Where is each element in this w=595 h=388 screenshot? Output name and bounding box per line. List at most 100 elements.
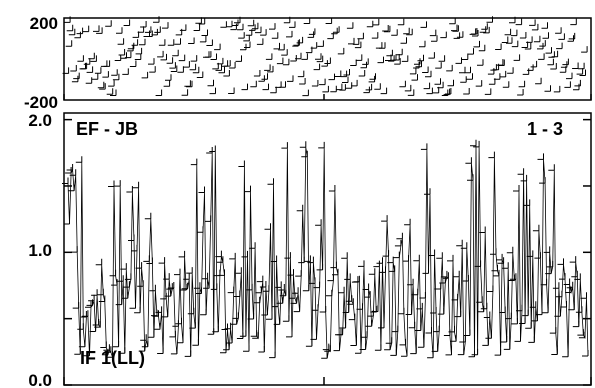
phase-point [411, 74, 418, 81]
phase-point [143, 30, 150, 37]
phase-point [409, 67, 417, 75]
amplitude-panel-frame [63, 112, 592, 386]
phase-point [310, 42, 318, 49]
amplitude-point [394, 239, 402, 247]
amplitude-point [450, 335, 457, 342]
phase-point [386, 49, 393, 57]
amplitude-point [266, 313, 273, 320]
amplitude-point [347, 298, 354, 305]
phase-point [135, 47, 143, 55]
amplitude-point [543, 246, 551, 253]
amplitude-point [167, 282, 175, 289]
phase-point [397, 18, 405, 26]
amplitude-point [568, 303, 575, 311]
amplitude-point [345, 295, 353, 302]
amplitude-point [247, 313, 255, 320]
phase-point [354, 41, 362, 49]
amplitude-point [365, 320, 373, 327]
amplitude-point [577, 329, 584, 336]
channel-label: 1 - 3 [527, 119, 563, 139]
phase-point [352, 38, 360, 45]
phase-point [339, 84, 346, 91]
amplitude-point [313, 281, 321, 289]
phase-point [501, 36, 509, 43]
amplitude-point [132, 181, 140, 189]
phase-point [499, 70, 507, 78]
amplitude-point [447, 254, 454, 262]
phase-point [134, 53, 142, 60]
amplitude-point [203, 282, 210, 289]
amplitude-point [111, 279, 118, 286]
phase-point [573, 83, 580, 91]
phase-point [162, 22, 169, 29]
phase-point [114, 54, 122, 61]
phase-point [526, 36, 533, 43]
phase-point [158, 39, 166, 46]
phase-ytick-bottom: -200 [24, 93, 58, 112]
amplitude-point [301, 150, 308, 158]
phase-point [340, 70, 348, 78]
phase-point [533, 35, 541, 43]
amplitude-point [241, 250, 248, 258]
amplitude-point [333, 344, 340, 352]
amplitude-point [496, 253, 503, 261]
phase-point [273, 42, 280, 50]
amplitude-point [401, 350, 408, 357]
phase-point [175, 28, 183, 36]
phase-point [189, 63, 197, 71]
amplitude-point [416, 302, 423, 310]
phase-point [303, 17, 311, 24]
phase-point [431, 35, 438, 42]
amplitude-point [304, 255, 311, 262]
phase-point [519, 32, 527, 39]
phase-point [407, 89, 415, 96]
amplitude-point [562, 350, 569, 358]
amplitude-point [335, 328, 342, 336]
phase-point [271, 32, 279, 39]
phase-point [174, 38, 181, 45]
phase-point [160, 53, 167, 61]
phase-point [484, 88, 492, 95]
amplitude-point [505, 312, 512, 320]
phase-point [267, 65, 274, 73]
amplitude-point [149, 284, 156, 292]
amplitude-point [195, 287, 202, 294]
amplitude-point [253, 296, 261, 304]
phase-point [264, 64, 271, 71]
amplitude-point [201, 272, 209, 280]
phase-point [330, 85, 337, 93]
phase-point [530, 60, 538, 68]
phase-point [258, 75, 265, 82]
phase-point [429, 29, 437, 37]
amplitude-point [258, 346, 265, 353]
phase-point [249, 24, 256, 31]
phase-point [112, 73, 120, 81]
phase-point [324, 57, 331, 64]
phase-point [296, 36, 304, 44]
phase-point [328, 73, 335, 81]
amplitude-point [385, 337, 393, 344]
phase-point [322, 85, 329, 93]
amplitude-point [356, 303, 363, 310]
phase-point [435, 62, 442, 69]
phase-point [449, 17, 456, 25]
amplitude-point [276, 297, 284, 304]
phase-point [195, 17, 202, 24]
phase-point [203, 51, 210, 58]
amplitude-point [223, 343, 230, 351]
amplitude-point [146, 257, 153, 264]
amplitude-point [238, 160, 245, 167]
phase-point [295, 52, 302, 60]
amplitude-point [270, 255, 278, 262]
amplitude-point [428, 249, 436, 256]
amplitude-point [381, 215, 388, 222]
phase-point [406, 28, 413, 36]
phase-point [495, 43, 502, 50]
phase-point [531, 23, 539, 31]
amplitude-point [152, 310, 159, 317]
amplitude-point [473, 140, 480, 148]
phase-point [399, 80, 406, 88]
phase-point [124, 51, 132, 59]
amplitude-point [78, 340, 86, 348]
amplitude-point [350, 339, 357, 346]
